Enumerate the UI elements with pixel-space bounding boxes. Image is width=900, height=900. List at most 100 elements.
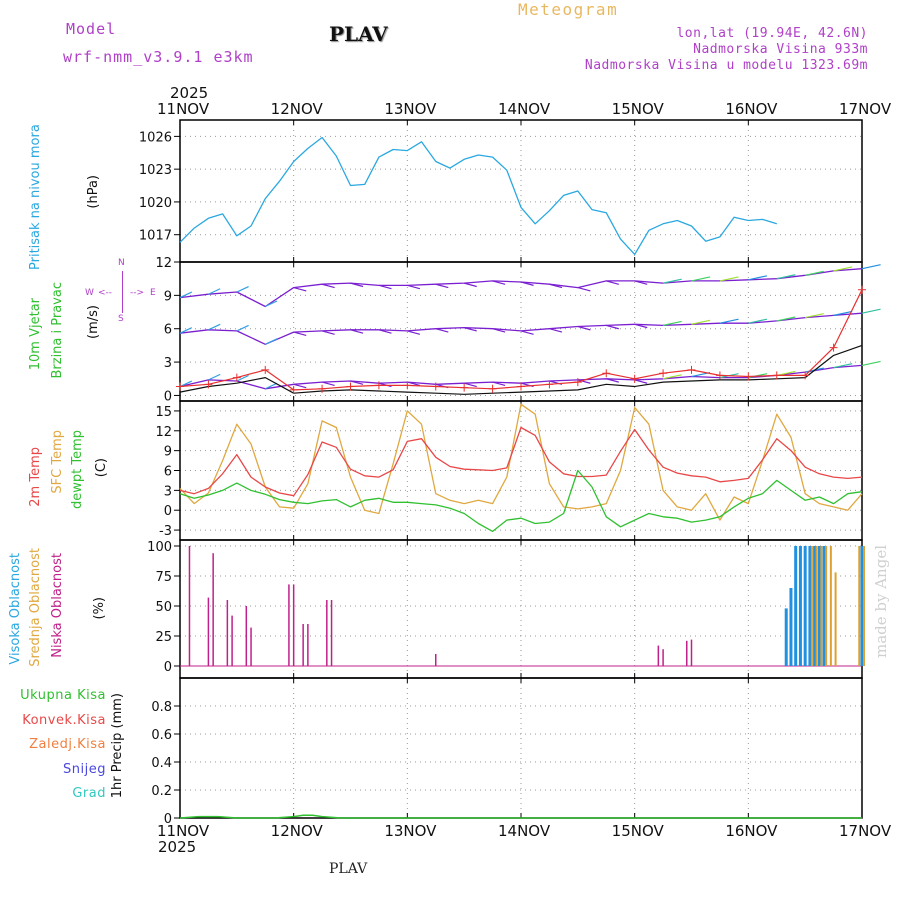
wind-vector-arrow: [776, 370, 796, 377]
y-tick-label: 0: [164, 812, 172, 827]
y-tick-label: 100: [147, 540, 172, 555]
cloud-bar: [794, 546, 798, 666]
time-tick-bottom: 16NOV: [725, 822, 778, 840]
time-tick-top: 14NOV: [498, 100, 551, 118]
wind-vector-arrow: [236, 285, 249, 293]
wind-vector-arrow: [833, 310, 853, 316]
wind-gust-marker: [517, 382, 525, 391]
wind-vector-arrow: [776, 316, 796, 322]
wind-vector-arrow: [577, 325, 591, 331]
year-top: 2025: [170, 84, 209, 102]
wind-vector-arrow: [492, 381, 506, 387]
temp-dewpt-line: [179, 469, 863, 533]
wind-vector-arrow: [776, 274, 796, 280]
wind-vector-arrow: [264, 382, 278, 390]
wind-vector-arrow: [179, 327, 193, 334]
y-tick-label: 0: [164, 389, 172, 404]
wind-gust-marker: [801, 371, 810, 380]
wind-vector-arrow: [577, 286, 591, 292]
time-tick-top: 13NOV: [384, 100, 437, 118]
cloud-bar: [292, 584, 295, 666]
wind-vector-arrow: [634, 323, 648, 329]
precip-rain-line: [179, 814, 862, 819]
wind-gust-marker: [232, 373, 241, 382]
elevation-text: Nadmorska Visina 933m: [693, 42, 868, 57]
time-tick-bottom: 11NOV: [157, 822, 210, 840]
compass-axis-icon: [122, 271, 123, 313]
wind-vector-arrow: [662, 320, 682, 326]
wind-gust-marker: [715, 371, 724, 380]
time-tick-bottom: 13NOV: [384, 822, 437, 840]
wind-gust-marker: [545, 380, 554, 389]
cloud-bar: [803, 546, 807, 666]
wind-vector-arrow: [634, 379, 648, 384]
wind-gust-marker: [318, 384, 327, 393]
cloud-bar: [822, 546, 826, 666]
wind-vector-arrow: [321, 330, 335, 335]
y-tick-label: 0.8: [151, 700, 172, 715]
cloud-bar: [330, 600, 333, 666]
wind-gust-marker: [630, 374, 639, 383]
wind-gust-marker: [858, 285, 866, 294]
wind-gust-marker: [176, 382, 184, 391]
wind-vector-arrow: [378, 284, 392, 290]
wind-vector-arrow: [719, 318, 739, 324]
wind-vector-arrow: [805, 313, 824, 319]
wind-vector-arrow: [264, 300, 278, 308]
cloud-bar: [686, 640, 688, 666]
precip-legend-convective: Konvek.Kisa: [22, 713, 106, 728]
precip-legend-rain: Ukupna Kisa: [20, 688, 106, 703]
time-tick-top: 17NOV: [839, 100, 892, 118]
cloud-bar: [834, 572, 837, 666]
y-tick-label: 25: [155, 630, 172, 645]
y-tick-label: 0.6: [151, 728, 172, 743]
wind-vector-arrow: [264, 338, 278, 345]
temp-2m-line: [179, 426, 863, 497]
wind-vector-arrow: [350, 329, 364, 334]
wind-vector-arrow: [520, 281, 534, 286]
cloud-bar: [820, 546, 823, 666]
wind-vector-arrow: [378, 329, 392, 334]
wind-gust-marker: [289, 385, 298, 394]
wind-vector-arrow: [662, 278, 682, 284]
wind-gust-marker: [261, 365, 270, 374]
cloud-bar: [815, 546, 818, 666]
wind-gust-marker: [431, 382, 440, 391]
wind-vector-arrow: [492, 280, 506, 285]
wind-vector-arrow: [407, 381, 421, 387]
cloud-bar: [662, 649, 664, 666]
wind-vector-arrow: [748, 275, 768, 281]
cloud-bar: [825, 546, 828, 666]
cloud-bar: [858, 546, 861, 666]
wind-vector-arrow: [464, 382, 477, 388]
precip-legend-hail: Grad: [72, 786, 106, 801]
wind-gust-marker: [346, 382, 355, 391]
time-tick-top: 16NOV: [725, 100, 778, 118]
cloud-bar: [657, 645, 660, 666]
cloud-bar: [690, 639, 693, 666]
y-tick-label: 6: [164, 323, 172, 338]
station-title: PLAV: [329, 22, 388, 46]
wind-vector-arrow: [236, 374, 249, 382]
wind-vector-arrow: [350, 380, 364, 385]
wind-vector-arrow: [861, 308, 881, 314]
lonlat-text: lon,lat (19.94E, 42.6N): [676, 26, 868, 41]
cloud-bar: [212, 553, 214, 666]
cloud-bar: [245, 606, 248, 666]
wind-vector-arrow: [435, 283, 449, 289]
wind-gust-marker: [403, 381, 412, 390]
wind-vector-arrow: [719, 276, 739, 282]
time-tick-bottom: 12NOV: [270, 822, 323, 840]
temp-sfc-line: [179, 403, 863, 521]
cloud-bar: [435, 654, 437, 666]
model-label: Model: [66, 20, 117, 38]
wind-vector-arrow: [549, 283, 563, 289]
wind-gust-marker: [602, 369, 611, 378]
cloud-panel: 100 75 50 25 0: [147, 539, 865, 679]
model-name: wrf-nmm_v3.9.1 e3km: [63, 48, 254, 66]
wind-vector-arrow: [691, 276, 711, 282]
cloud-bar: [302, 624, 304, 666]
pressure-panel: 1026 1023 1020 1017: [139, 119, 863, 263]
wind-vector-arrow: [321, 381, 335, 387]
